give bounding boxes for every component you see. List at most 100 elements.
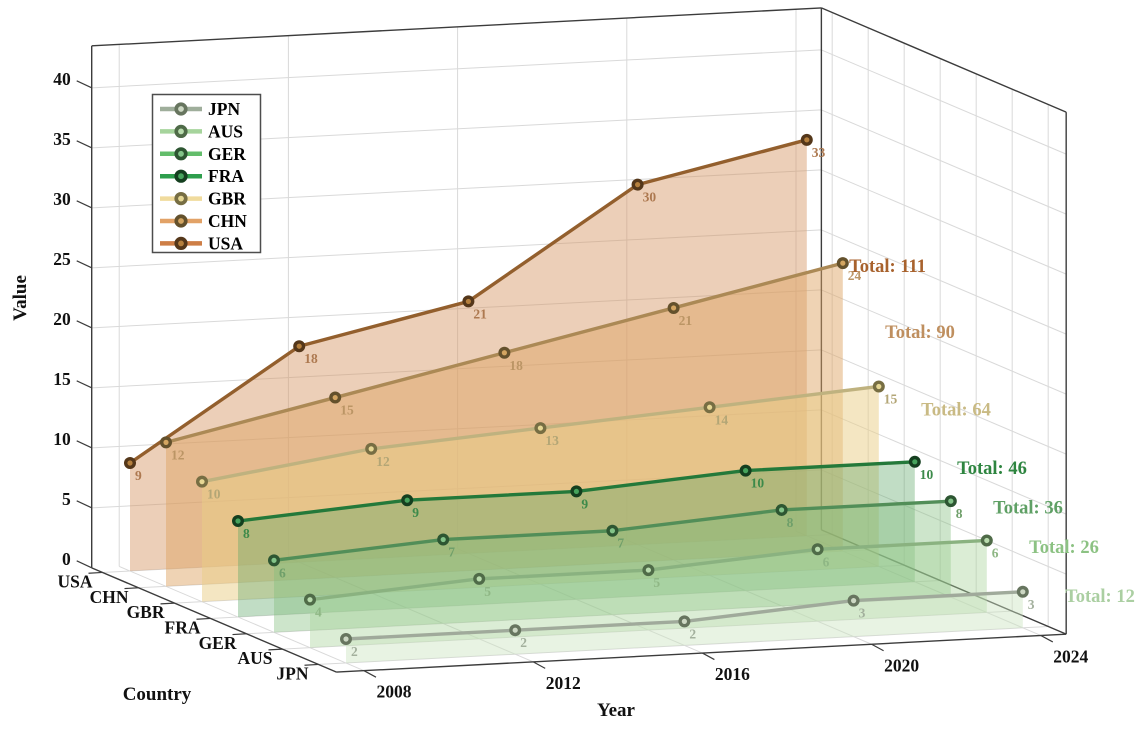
value-label-JPN: 2 (689, 626, 696, 641)
legend-marker-center-icon (178, 195, 184, 202)
z-tick-label: 20 (53, 309, 71, 329)
value-label-USA: 9 (135, 468, 142, 483)
total-label-USA: Total: 111 (849, 257, 926, 277)
x-axis-title: Year (597, 700, 636, 721)
z-tick-label: 25 (53, 249, 71, 269)
z-tick (76, 500, 92, 509)
marker-center-CHN (671, 305, 677, 311)
x-tick-label: 2008 (377, 682, 412, 702)
marker-center-FRA (404, 497, 410, 503)
z-tick (76, 140, 92, 149)
value-label-AUS: 5 (653, 575, 660, 590)
value-label-USA: 33 (812, 145, 826, 160)
z-tick-label: 10 (53, 429, 71, 449)
curtain-fill-AUS (310, 540, 987, 648)
marker-center-GER (609, 528, 616, 534)
value-label-GBR: 10 (207, 487, 221, 502)
legend-label: FRA (208, 166, 244, 186)
data-point-labels: 2223345566677888991010101213141512151821… (135, 145, 1035, 659)
value-label-CHN: 21 (679, 313, 693, 328)
z-tick-label: 35 (53, 129, 71, 149)
x-tick (702, 652, 715, 661)
marker-center-JPN (512, 627, 518, 633)
marker-center-USA (635, 182, 641, 188)
marker-center-JPN (343, 636, 349, 642)
value-label-GER: 8 (956, 506, 963, 521)
legend-item-GBR: GBR (160, 189, 246, 209)
axis-edge (336, 633, 1067, 673)
country-tick-label: FRA (165, 617, 201, 637)
country-tick-label: JPN (276, 663, 308, 683)
value-label-FRA: 8 (243, 526, 250, 541)
value-label-CHN: 15 (340, 403, 354, 418)
x-tick (532, 661, 546, 669)
curtain-fill-GER (274, 501, 951, 633)
grid-floor-country (282, 610, 1013, 650)
legend-label: AUS (208, 121, 243, 141)
total-label-GER: Total: 36 (993, 499, 1063, 519)
marker-center-FRA (235, 518, 241, 524)
marker-center-AUS (984, 537, 990, 544)
legend-label: GER (208, 144, 246, 164)
axis-edge (91, 567, 337, 673)
legend-item-CHN: CHN (160, 211, 247, 231)
country-tick (196, 617, 211, 620)
value-label-JPN: 3 (1028, 597, 1035, 612)
grid-backwall-z (91, 229, 822, 269)
grid-rightwall-z (821, 169, 1067, 275)
marker-center-FRA (912, 459, 918, 465)
legend-item-AUS: AUS (160, 121, 243, 141)
marker-center-GER (948, 498, 954, 504)
marker-center-CHN (332, 394, 338, 401)
legend-item-JPN: JPN (160, 99, 240, 119)
value-label-JPN: 2 (351, 644, 358, 659)
value-label-GBR: 15 (884, 391, 898, 406)
value-label-FRA: 9 (581, 496, 588, 511)
value-label-GBR: 14 (715, 412, 729, 427)
value-label-USA: 21 (473, 306, 487, 321)
total-label-CHN: Total: 90 (885, 323, 955, 343)
z-axis-title: Value (10, 275, 31, 321)
marker-center-GER (271, 557, 277, 563)
z-tick (76, 200, 92, 209)
grid-floor-country (210, 579, 941, 619)
grid-rightwall-z (821, 229, 1067, 335)
grid-rightwall-z (821, 289, 1067, 395)
legend-marker-center-icon (178, 128, 184, 135)
grid-rightwall-z (821, 349, 1067, 455)
value-label-GER: 8 (787, 515, 794, 530)
country-tick (232, 633, 247, 636)
legend-marker-center-icon (178, 218, 184, 224)
legend-label: JPN (208, 99, 240, 119)
value-label-AUS: 4 (315, 605, 322, 620)
country-tick-label: GER (199, 633, 237, 653)
marker-center-USA (804, 137, 810, 143)
legend-label: CHN (208, 211, 247, 231)
legend-item-FRA: FRA (160, 166, 244, 186)
value-label-AUS: 5 (484, 584, 491, 599)
marker-center-CHN (840, 260, 846, 266)
z-tick-label: 30 (53, 189, 71, 209)
x-tick (871, 643, 884, 652)
x-tick-label: 2020 (884, 655, 919, 675)
z-tick (76, 260, 92, 269)
axis-edge (91, 7, 822, 47)
value-label-GBR: 12 (376, 454, 390, 469)
marker-center-GER (440, 536, 446, 543)
country-tick (88, 571, 103, 574)
z-tick-label: 15 (53, 369, 71, 389)
z-tick-label: 5 (62, 489, 71, 509)
grid-backwall-z (91, 349, 822, 389)
z-tick (76, 440, 92, 449)
country-tick-label: USA (57, 571, 92, 591)
value-label-CHN: 18 (509, 358, 523, 373)
legend-box (151, 93, 262, 254)
value-label-FRA: 10 (751, 476, 765, 491)
value-label-FRA: 9 (412, 505, 419, 520)
grid-floor-year (119, 565, 365, 672)
axis-edge (821, 7, 1067, 113)
country-tick-label: AUS (237, 648, 272, 668)
